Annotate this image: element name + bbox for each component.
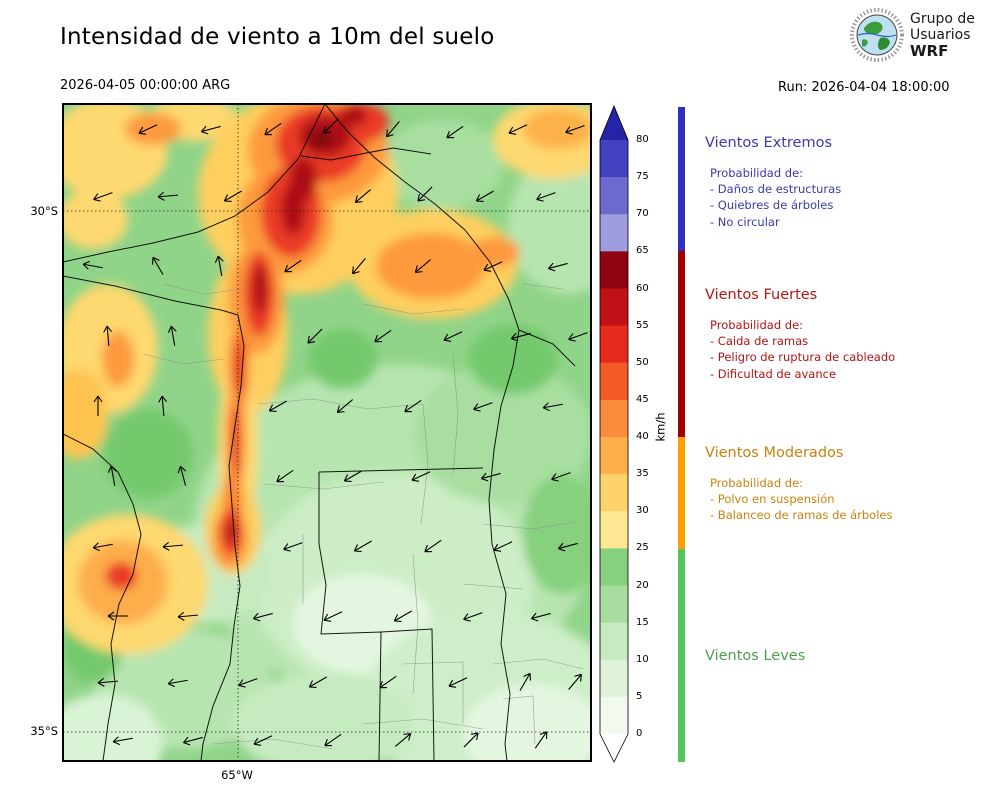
colorbar-tick: 55 xyxy=(636,319,649,331)
legend-item: - Balanceo de ramas de árboles xyxy=(710,508,893,523)
legend-prob-header: Probabilidad de: xyxy=(710,476,804,490)
colorbar-tick: 30 xyxy=(636,505,649,517)
colorbar-tick: 25 xyxy=(636,542,649,554)
colorbar-tick: 15 xyxy=(636,616,649,628)
page-title: Intensidad de viento a 10m del suelo xyxy=(60,24,495,50)
run-time-label: Run: 2026-04-04 18:00:00 xyxy=(778,80,950,95)
legend-section-vientos-leves: Vientos Leves xyxy=(705,648,975,678)
risk-bar-moderados xyxy=(678,437,685,549)
legend-title: Vientos Moderados xyxy=(705,445,844,461)
brand-logo-block: Grupo de Usuarios WRF xyxy=(850,8,975,62)
risk-category-bar xyxy=(678,107,685,762)
legend-item: - Daños de estructuras xyxy=(710,182,842,197)
lon-tick-65W: 65°W xyxy=(221,768,253,782)
wind-map xyxy=(62,103,592,762)
legend-section-vientos-moderados: Vientos Moderados Probabilidad de: - Pol… xyxy=(705,445,975,524)
colorbar-unit-label: km/h xyxy=(653,412,668,442)
colorbar-tick: 70 xyxy=(636,208,649,220)
risk-bar-extremos xyxy=(678,107,685,251)
legend-prob-header: Probabilidad de: xyxy=(710,166,804,180)
colorbar-tick: 20 xyxy=(636,579,649,591)
colorbar-tick: 80 xyxy=(636,134,649,145)
risk-bar-fuertes xyxy=(678,251,685,437)
wind-map-canvas xyxy=(63,104,591,761)
colorbar xyxy=(599,104,629,763)
legend-item: - No circular xyxy=(710,214,780,229)
legend-item: - Peligro de ruptura de cableado xyxy=(710,350,896,365)
colorbar-tick: 35 xyxy=(636,468,649,480)
colorbar-tick: 5 xyxy=(636,690,643,702)
legend-title: Vientos Fuertes xyxy=(705,287,818,303)
lat-tick-35S: 35°S xyxy=(30,724,58,738)
wind-arrows xyxy=(82,118,588,749)
legend-section-vientos-fuertes: Vientos Fuertes Probabilidad de: - Caida… xyxy=(705,287,975,382)
legend-prob-header: Probabilidad de: xyxy=(710,318,804,332)
colorbar-tick: 10 xyxy=(636,653,649,665)
legend-item: - Polvo en suspensión xyxy=(710,492,835,507)
legend-section-vientos-extremos: Vientos Extremos Probabilidad de: - Daño… xyxy=(705,135,975,230)
brand-line1: Grupo de xyxy=(910,11,975,27)
lat-tick-30S: 30°S xyxy=(30,204,58,218)
valid-time-label: 2026-04-05 00:00:00 ARG xyxy=(60,78,231,93)
colorbar-tick: 75 xyxy=(636,171,649,183)
legend-item: - Caida de ramas xyxy=(710,334,809,349)
brand-text: Grupo de Usuarios WRF xyxy=(910,11,975,59)
colorbar-tick: 50 xyxy=(636,356,649,368)
graticule-lines xyxy=(63,104,591,761)
colorbar-tick: 45 xyxy=(636,393,649,405)
province-boundaries xyxy=(63,104,576,761)
wind-intensity-field xyxy=(63,104,591,761)
colorbar-tick: 0 xyxy=(636,728,643,739)
colorbar-tick: 60 xyxy=(636,282,649,294)
colorbar-tick: 65 xyxy=(636,245,649,257)
risk-bar-leves xyxy=(678,549,685,762)
legend-item: - Quiebres de árboles xyxy=(710,198,834,213)
department-boundaries xyxy=(142,283,584,750)
legend-item: - Dificultad de avance xyxy=(710,366,837,381)
wrf-globe-logo-icon xyxy=(850,8,904,62)
brand-line3: WRF xyxy=(910,42,949,60)
colorbar-tick-labels: 80 75 70 65 60 55 50 45 40 35 30 25 20 15 10 5 0 xyxy=(636,0,666,800)
legend-title: Vientos Extremos xyxy=(705,135,833,151)
brand-line2: Usuarios xyxy=(910,27,971,43)
colorbar-tick: 40 xyxy=(636,431,649,442)
legend-title: Vientos Leves xyxy=(705,648,806,664)
